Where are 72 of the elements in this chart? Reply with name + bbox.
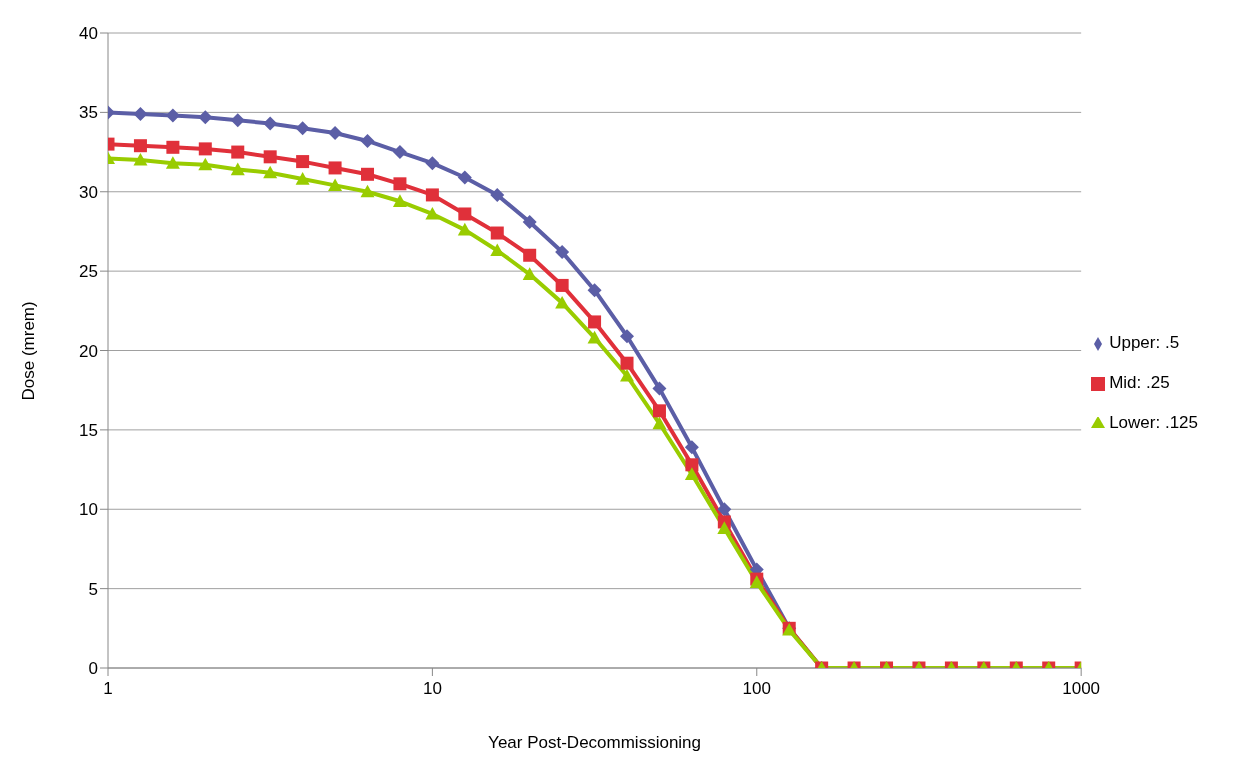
point	[587, 283, 602, 298]
point	[425, 156, 440, 171]
point	[296, 155, 310, 169]
point	[457, 222, 472, 236]
point	[555, 295, 570, 309]
point	[490, 187, 505, 202]
point	[133, 106, 148, 121]
point	[328, 161, 342, 175]
point	[587, 330, 602, 344]
point	[522, 214, 537, 229]
point	[717, 521, 732, 534]
point	[230, 162, 245, 176]
point	[685, 458, 699, 472]
x-axis-title: Year Post-Decommissioning	[488, 733, 702, 752]
x-tick-label: 100	[742, 679, 771, 699]
point	[133, 153, 148, 166]
point	[425, 206, 440, 220]
point	[328, 178, 343, 191]
y-tick-label: 0	[88, 659, 98, 679]
point	[555, 245, 570, 260]
y-tick-label: 10	[79, 500, 98, 520]
point	[684, 440, 699, 455]
y-tick-label: 25	[79, 262, 98, 282]
x-tick-label: 10	[422, 679, 442, 699]
y-tick-label: 30	[79, 182, 98, 202]
point	[360, 184, 375, 198]
point	[198, 110, 213, 125]
point	[393, 177, 407, 191]
y-tick-label: 15	[79, 420, 98, 440]
y-axis-title: Dose (mrem)	[19, 301, 39, 401]
point	[392, 194, 407, 207]
y-tick-label: 35	[79, 103, 98, 123]
point	[392, 145, 407, 160]
point	[652, 404, 666, 418]
point	[457, 170, 472, 185]
point	[652, 416, 667, 430]
legend-label: Lower: .125	[1109, 413, 1198, 432]
point	[620, 356, 634, 370]
point	[588, 315, 602, 329]
point	[230, 113, 245, 128]
point	[165, 108, 180, 123]
point	[231, 145, 245, 159]
point	[620, 329, 635, 344]
point	[263, 165, 278, 179]
point	[458, 207, 472, 221]
point	[263, 116, 278, 131]
legend-label: Mid: .25	[1109, 373, 1170, 392]
point	[490, 226, 504, 240]
y-tick-label: 20	[79, 341, 98, 361]
point	[555, 278, 569, 292]
point	[198, 157, 213, 171]
point	[522, 267, 537, 280]
legend-label: Upper: .5	[1109, 333, 1180, 352]
point	[295, 121, 310, 136]
point	[133, 139, 147, 153]
point	[652, 381, 667, 396]
point	[165, 156, 180, 169]
point	[198, 142, 212, 156]
point	[263, 150, 277, 164]
point	[361, 167, 375, 181]
point	[295, 172, 310, 185]
point	[684, 467, 699, 480]
point	[523, 248, 537, 262]
x-tick-label: 1000	[1062, 679, 1101, 699]
point	[425, 188, 439, 202]
x-tick-label: 1	[103, 679, 113, 699]
point	[620, 368, 635, 382]
y-tick-label: 5	[88, 579, 98, 599]
point	[360, 133, 375, 148]
y-tick-label: 40	[79, 24, 98, 44]
point	[166, 140, 180, 154]
point	[328, 126, 343, 141]
